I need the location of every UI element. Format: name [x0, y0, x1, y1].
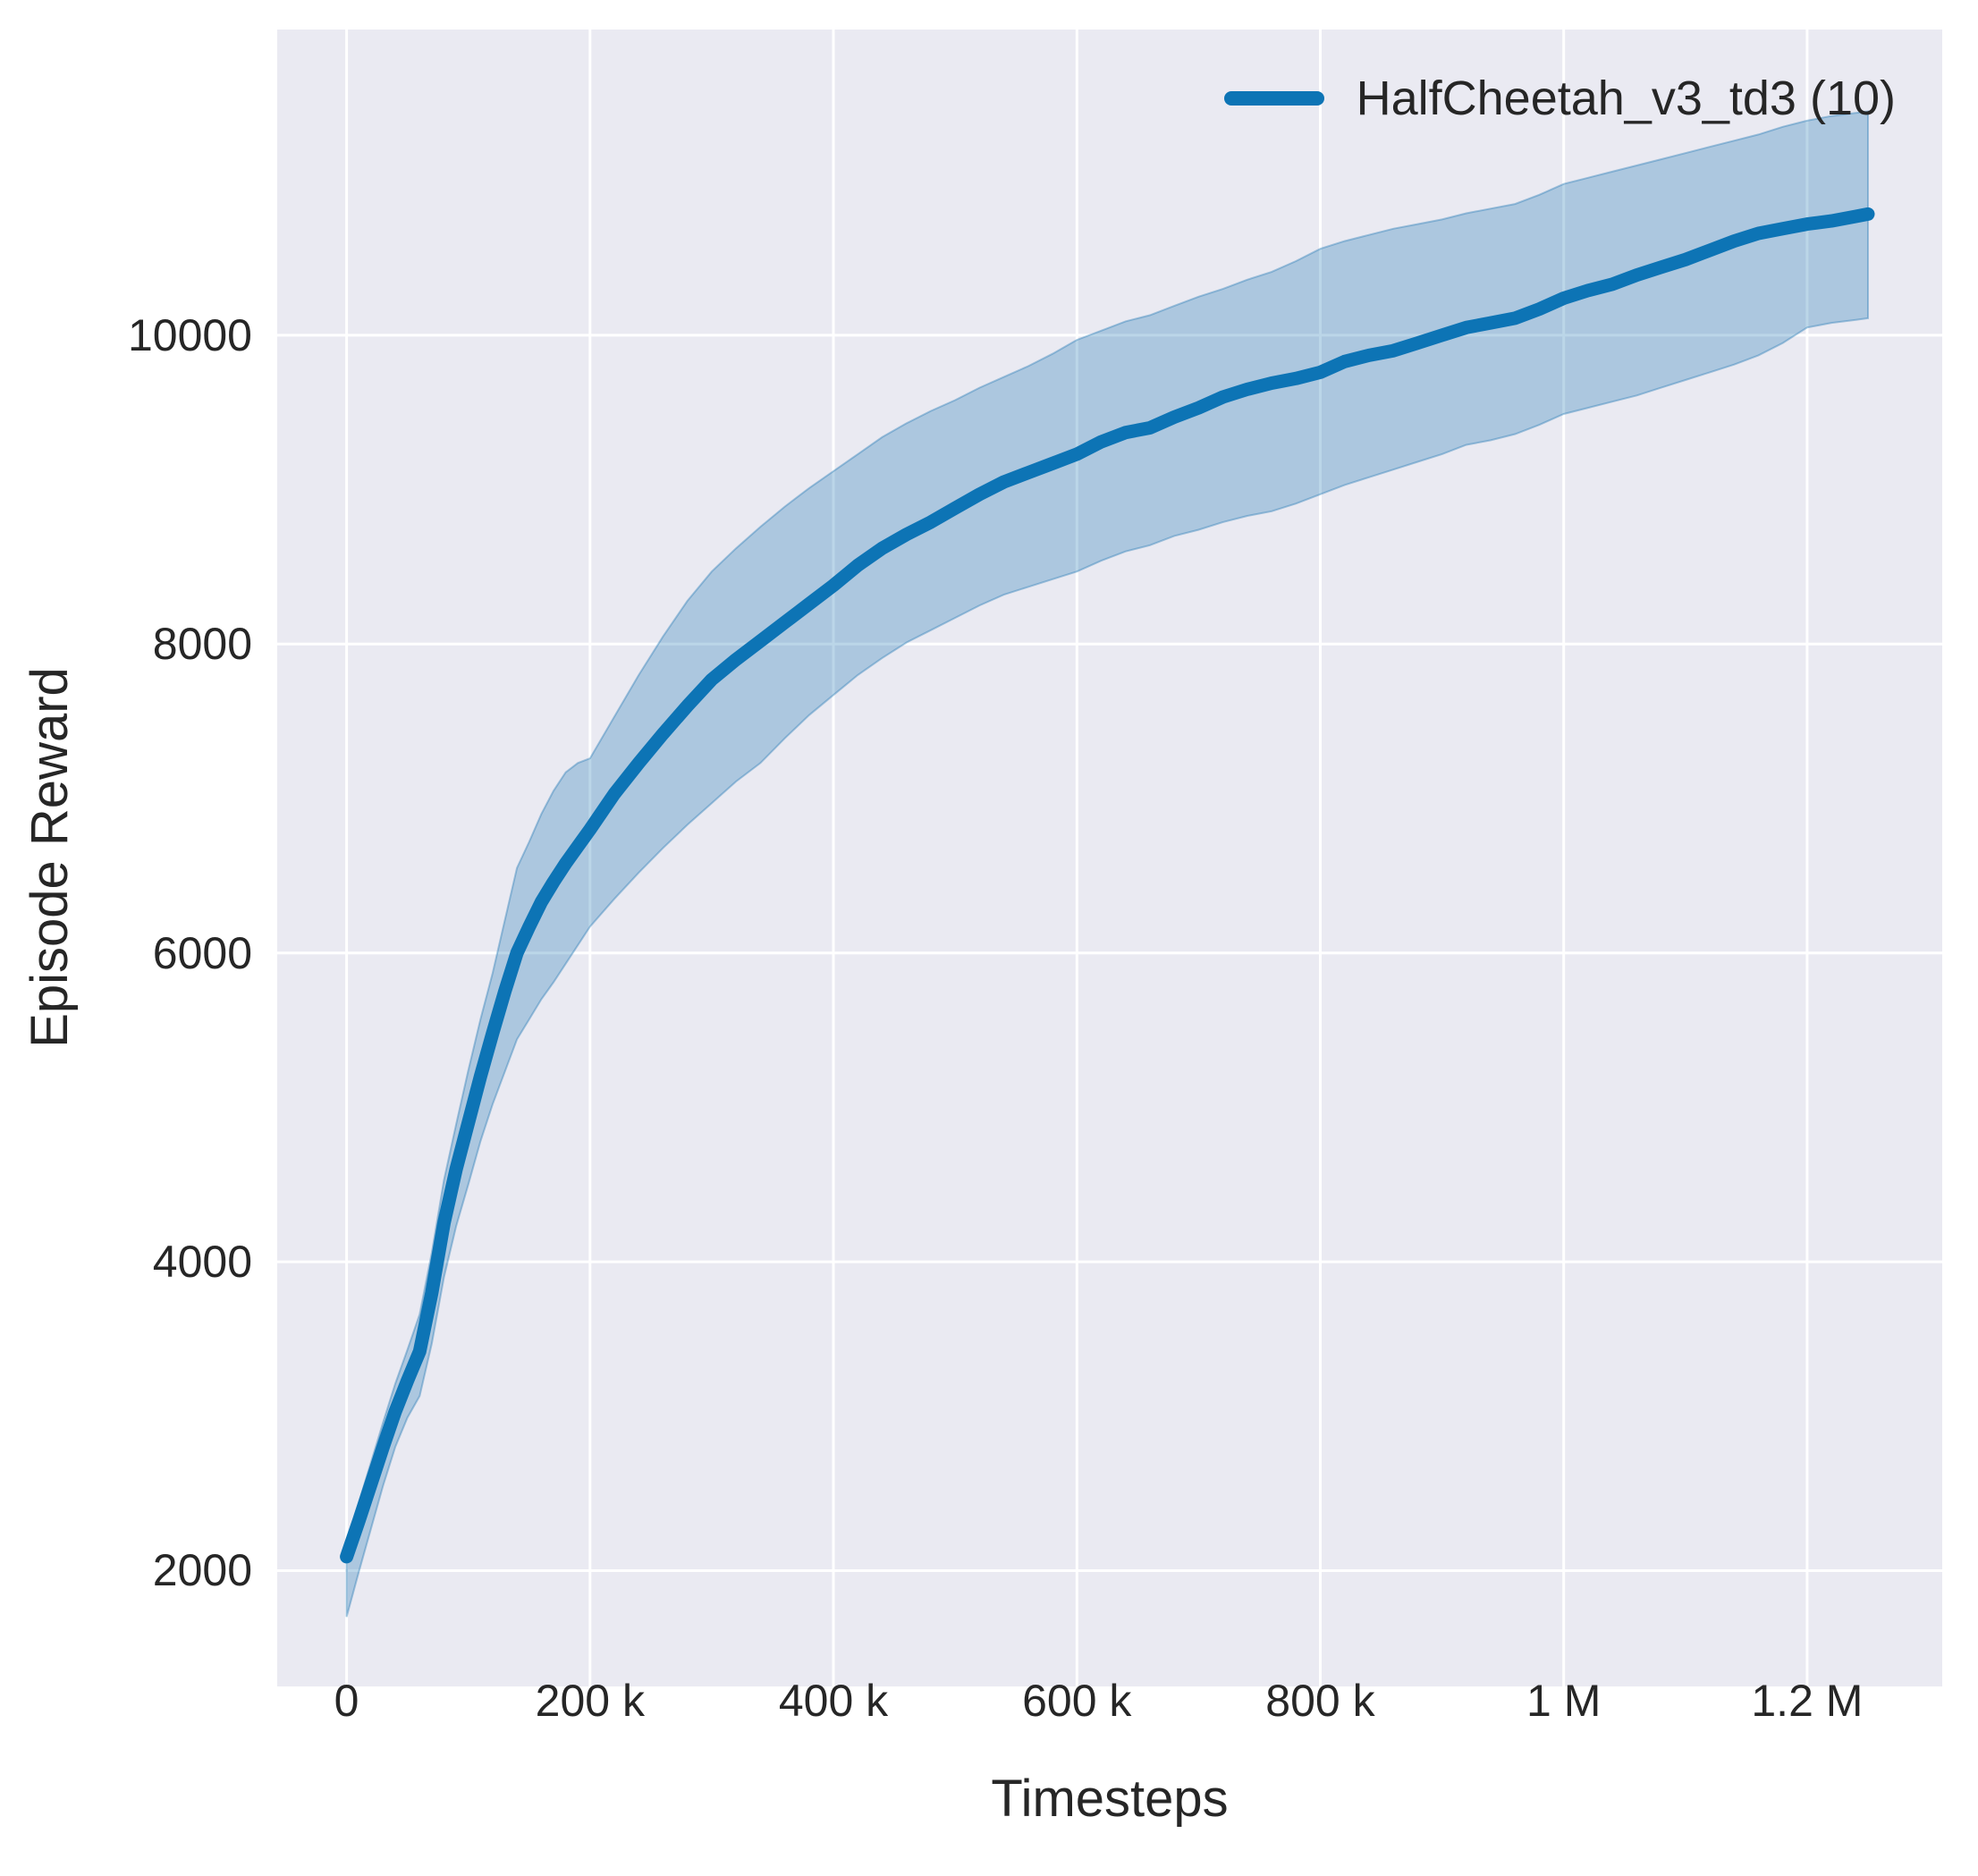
x-tick-label: 1 M: [1526, 1676, 1602, 1726]
x-tick-label: 800 k: [1265, 1676, 1375, 1726]
x-tick-label: 600 k: [1022, 1676, 1132, 1726]
x-axis-label: Timesteps: [991, 1770, 1229, 1828]
legend: HalfCheetah_v3_td3 (10): [1223, 71, 1896, 126]
y-tick-label: 2000: [152, 1545, 252, 1596]
x-tick-label: 400 k: [778, 1676, 889, 1726]
y-tick-label: 6000: [152, 927, 252, 978]
x-tick-label: 200 k: [535, 1676, 645, 1726]
y-tick-label: 4000: [152, 1237, 252, 1288]
chart-canvas: [277, 30, 1942, 1686]
y-tick-label: 8000: [152, 619, 252, 670]
plot-area: HalfCheetah_v3_td3 (10): [277, 30, 1942, 1686]
legend-label: HalfCheetah_v3_td3 (10): [1356, 72, 1896, 125]
y-axis-label-text: Episode Reward: [21, 667, 79, 1048]
x-tick-label: 0: [334, 1676, 359, 1726]
x-tick-label: 1.2 M: [1751, 1676, 1864, 1726]
y-tick-label: 10000: [127, 309, 252, 360]
legend-line-swatch: [1223, 91, 1324, 106]
